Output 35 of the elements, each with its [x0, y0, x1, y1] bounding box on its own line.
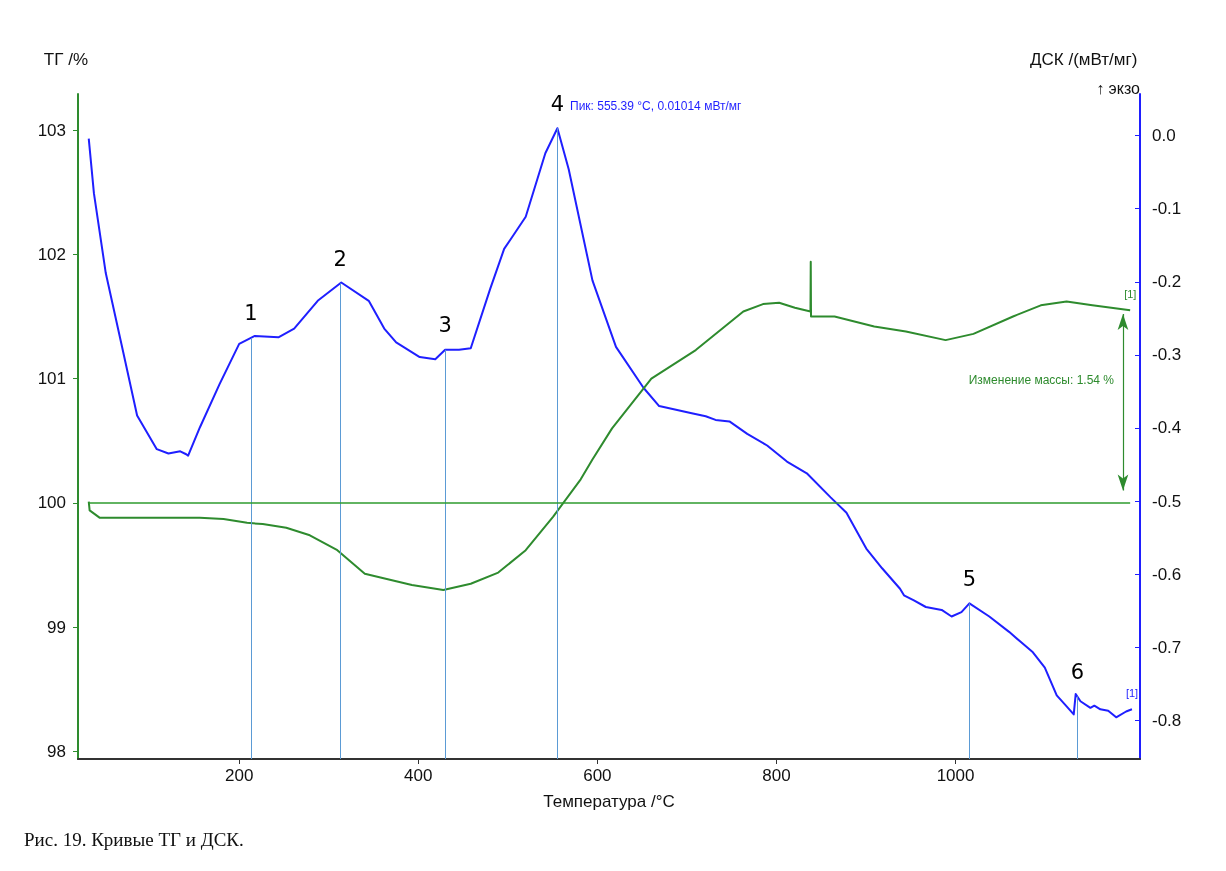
y2-tick-label: 0.0: [1152, 126, 1176, 146]
x-tick-label: 400: [404, 766, 433, 785]
annotation: 6: [1070, 659, 1085, 684]
y2-tick-label: -0.3: [1152, 345, 1182, 365]
series-label: [1]: [1125, 687, 1139, 700]
y-tick-label: 100: [37, 493, 66, 513]
y2-tick-label: -0.2: [1152, 272, 1182, 292]
annotation: 1: [244, 301, 258, 326]
annotation: 4: [550, 91, 565, 116]
y-tick-label: 103: [37, 120, 66, 140]
text: Рис. 19. Кривые ТГ и ДСК.: [24, 829, 244, 850]
annotation: 2: [333, 246, 347, 271]
y2-tick-label: -0.4: [1152, 418, 1182, 438]
y-axis-title: ТГ /%: [43, 50, 88, 69]
x-tick-label: 200: [224, 766, 254, 785]
y-tick-label: 102: [37, 244, 66, 264]
annotation: 5: [962, 566, 977, 591]
y-tick-label: 99: [47, 617, 66, 637]
y-tick-label: 101: [37, 369, 66, 389]
x-tick-label: 800: [762, 766, 791, 785]
y2-tick-label: -0.6: [1152, 564, 1182, 584]
x-tick-label: 600: [583, 766, 612, 785]
series-label: [1]: [1124, 288, 1137, 301]
y2-tick-label: -0.5: [1152, 491, 1182, 511]
x-axis-title: Температура /°C: [543, 792, 675, 811]
x-tick-label: 1000: [936, 766, 975, 785]
y2-tick-label: -0.7: [1152, 637, 1182, 657]
y2-tick-label: -0.1: [1152, 199, 1182, 219]
annotation: 3: [438, 313, 452, 338]
y2-axis-title: ДСК /(мВт/мг): [1030, 50, 1138, 69]
y-tick-label: 98: [47, 742, 66, 762]
annotation: Изменение массы: 1.54 %: [968, 373, 1115, 387]
y2-tick-label: -0.8: [1152, 710, 1182, 730]
annotation: ↑ экзо: [1096, 79, 1141, 97]
annotation: Пик: 555.39 °C, 0.01014 мВт/мг: [570, 99, 743, 113]
